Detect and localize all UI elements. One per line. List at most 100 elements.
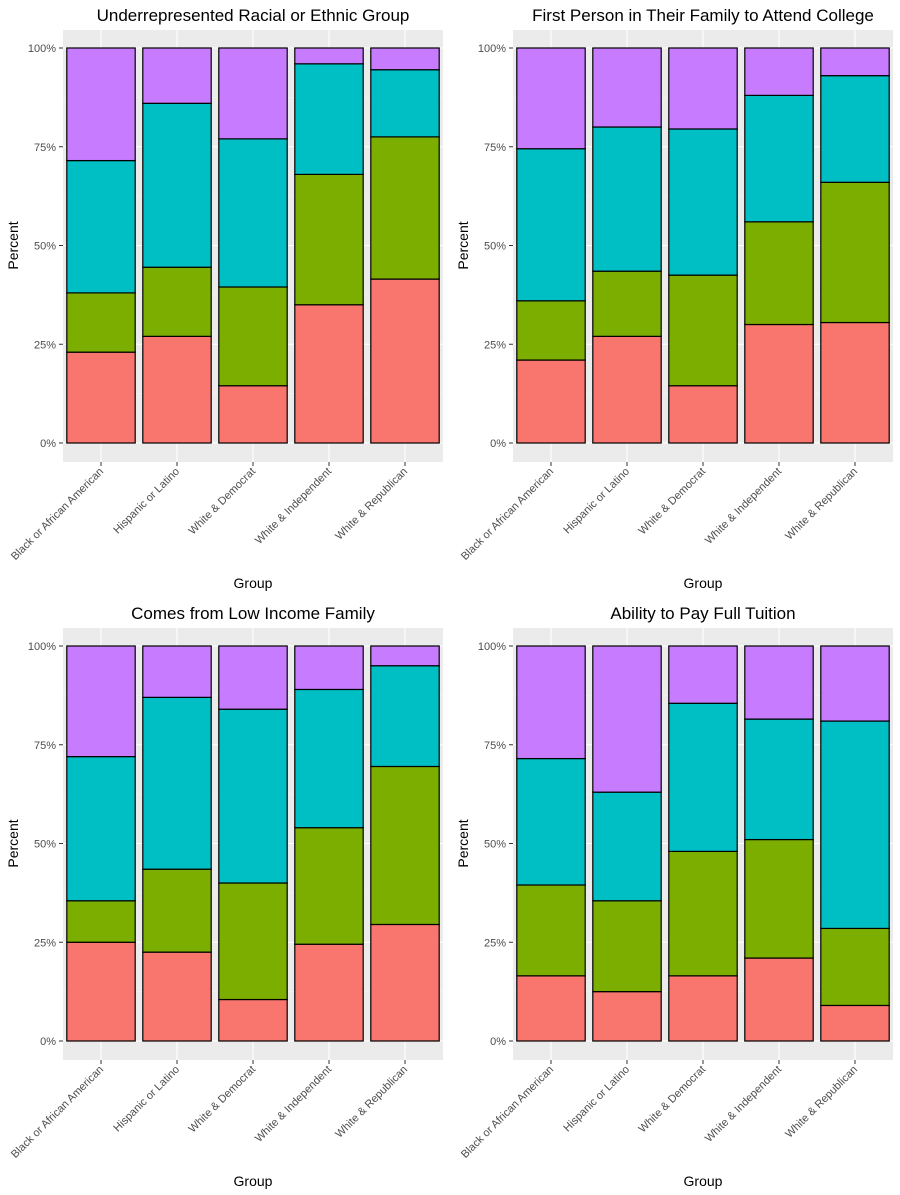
y-tick-label: 100% [478,43,506,55]
bar-segment [820,645,890,722]
x-tick-label: White & Republican [333,1064,410,1141]
bar-segment [820,321,890,444]
y-tick-label: 50% [34,241,56,253]
bar-segment [516,148,586,302]
y-tick-label: 100% [28,43,56,55]
x-tick-label: White & Democrat [637,1064,709,1136]
x-tick-label: White & Democrat [637,466,709,538]
y-tick-label: 25% [34,339,56,351]
y-tick-label: 0% [490,1036,506,1048]
x-tick-label: Black or African American [459,1064,556,1161]
x-tick-label: White & Independent [703,1064,784,1145]
y-tick-label: 0% [40,438,56,450]
chart-title: Comes from Low Income Family [131,604,375,623]
x-tick-label: White & Republican [783,466,860,543]
x-axis-title: Group [234,1173,273,1189]
y-tick-label: 100% [478,641,506,653]
bar-segment [516,300,586,361]
x-tick-label: White & Independent [253,1064,334,1145]
bar-segment [820,181,890,324]
bar-segment [370,69,440,138]
y-tick-label: 50% [34,839,56,851]
y-tick-label: 75% [34,142,56,154]
bar-segment [294,173,364,306]
bar-segment [142,102,212,268]
bar-segment [820,720,890,930]
y-tick-label: 50% [484,241,506,253]
bar-segment [592,645,662,793]
bar-segment [370,47,440,71]
y-tick-label: 50% [484,839,506,851]
bar-segment [592,270,662,337]
x-axis-title: Group [234,575,273,591]
bar-segment [592,900,662,993]
chart-panel-4: 0% 25% 50% 75% 100% Black or African American… [455,604,893,1189]
bar-segment [66,47,136,162]
bar-segment [668,850,738,977]
bar-segment [516,359,586,444]
bar-segment [294,63,364,175]
bar-segment [592,126,662,272]
x-tick-label: White & Independent [703,466,784,547]
bar-segment [218,998,288,1042]
bar-segment [744,838,814,959]
bar-segment [592,47,662,128]
bar-segment [744,221,814,326]
bar-segment [142,645,212,698]
bar-segment [516,645,586,760]
y-tick-label: 25% [484,339,506,351]
bar-segment [592,991,662,1042]
bar-segment [744,645,814,720]
x-tick-label: White & Republican [333,466,410,543]
bar-segment [142,696,212,870]
bar-segment [142,868,212,953]
x-tick-label: Black or African American [9,1064,106,1161]
bar-segment [668,702,738,853]
bar-segment [668,47,738,130]
x-tick-label: White & Independent [253,466,334,547]
x-axis-title: Group [684,1173,723,1189]
bar-segment [142,266,212,337]
chart-title: Underrepresented Racial or Ethnic Group [97,6,410,25]
bar-segment [218,645,288,710]
y-tick-label: 100% [28,641,56,653]
bar-segment [516,975,586,1042]
bar-segment [744,47,814,97]
bar-segment [820,75,890,183]
bar-segment [592,791,662,902]
x-tick-label: White & Democrat [187,466,259,538]
bar-segment [592,335,662,444]
bar-segment [66,941,136,1042]
bar-segment [294,943,364,1042]
y-axis-title: Percent [5,221,21,269]
bar-segment [294,645,364,691]
y-tick-label: 75% [484,142,506,154]
bar-segment [294,688,364,829]
x-tick-label: Hispanic or Latino [111,466,182,537]
bar-segment [744,323,814,444]
y-tick-label: 0% [490,438,506,450]
y-axis-title: Percent [5,819,21,867]
bar-segment [820,1004,890,1042]
bar-segment [218,286,288,387]
y-axis-title: Percent [455,819,471,867]
x-axis-title: Group [684,575,723,591]
y-tick-label: 25% [34,937,56,949]
bar-segment [66,900,136,943]
bar-segment [744,957,814,1042]
bar-segment [370,278,440,444]
bar-segment [66,292,136,353]
bar-segment [142,47,212,104]
bar-segment [370,645,440,667]
bar-segment [516,47,586,150]
chart-title: First Person in Their Family to Attend C… [532,6,874,25]
bar-segment [294,47,364,65]
y-tick-label: 75% [34,740,56,752]
bar-segment [370,136,440,280]
x-tick-label: Black or African American [9,466,106,563]
x-tick-label: White & Democrat [187,1064,259,1136]
x-tick-label: White & Republican [783,1064,860,1141]
bar-segment [370,665,440,768]
bar-segment [744,718,814,841]
